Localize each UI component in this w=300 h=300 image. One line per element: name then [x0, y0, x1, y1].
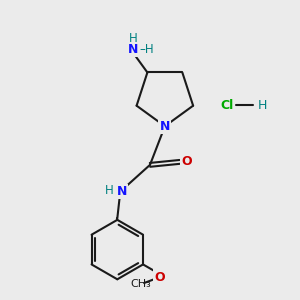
Text: –H: –H	[139, 43, 154, 56]
Text: H: H	[105, 184, 113, 196]
Text: H: H	[258, 99, 267, 112]
Text: Cl: Cl	[221, 99, 234, 112]
Text: CH₃: CH₃	[131, 280, 152, 290]
Text: O: O	[154, 271, 165, 284]
Text: O: O	[181, 155, 192, 168]
Text: N: N	[117, 185, 127, 198]
Text: N: N	[160, 120, 170, 133]
Text: H: H	[129, 32, 137, 45]
Text: N: N	[128, 43, 138, 56]
